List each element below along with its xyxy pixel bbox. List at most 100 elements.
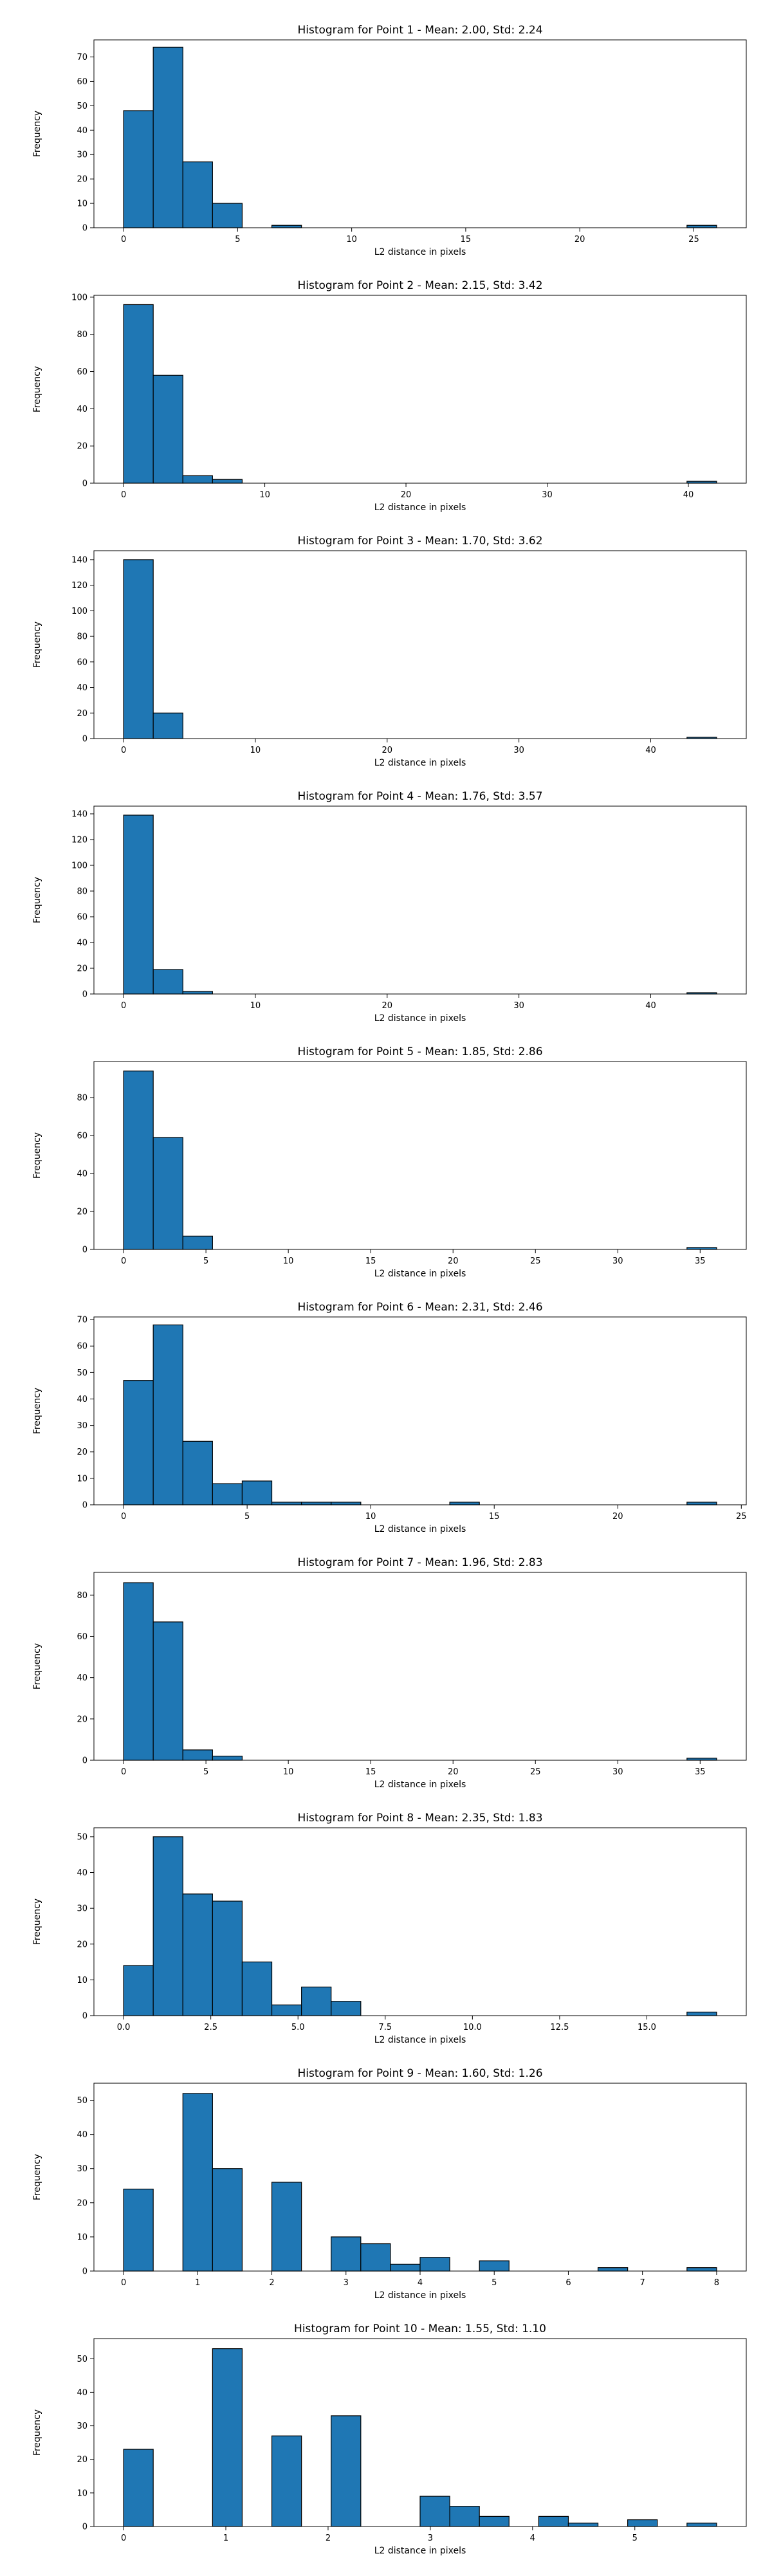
- y-tick-label: 0: [82, 224, 87, 234]
- x-tick-label: 10: [283, 1767, 294, 1777]
- axes-frame: [93, 1827, 747, 2016]
- y-tick-label: 120: [71, 581, 87, 591]
- chart-title: Histogram for Point 2 - Mean: 2.15, Std:…: [297, 279, 542, 292]
- y-tick-label: 30: [77, 1904, 87, 1914]
- y-axis-label: Frequency: [32, 1899, 42, 1945]
- x-tick-label: 35: [695, 1767, 706, 1777]
- histogram-bar: [152, 969, 183, 995]
- x-tick-label: 15: [461, 235, 472, 244]
- histogram-bar: [212, 1755, 243, 1761]
- x-axis-label: L2 distance in pixels: [374, 758, 466, 768]
- x-tick-label: 5: [235, 235, 240, 244]
- y-tick-label: 0: [82, 1501, 87, 1511]
- histogram-bar: [123, 559, 154, 739]
- histogram-bar: [212, 479, 243, 484]
- histogram-panel-4: Histogram for Point 4 - Mean: 1.76, Std:…: [32, 790, 747, 1024]
- x-axis-label: L2 distance in pixels: [374, 247, 466, 257]
- x-tick-label: 10: [283, 1256, 294, 1266]
- y-tick-label: 30: [77, 2164, 87, 2174]
- y-tick-label: 140: [71, 555, 87, 565]
- y-tick-label: 10: [77, 199, 87, 209]
- y-tick-label: 60: [77, 913, 87, 923]
- x-tick-label: 30: [612, 1256, 623, 1266]
- axes-frame: [93, 295, 747, 484]
- histogram-bar: [212, 1900, 243, 2016]
- histogram-bar: [567, 2523, 599, 2527]
- x-tick-label: 15: [365, 1767, 376, 1777]
- histogram-bar: [212, 1483, 243, 1505]
- x-tick-label: 0: [121, 1256, 126, 1266]
- x-tick-label: 5: [203, 1767, 208, 1777]
- y-tick-label: 50: [77, 1832, 87, 1842]
- axes-frame: [93, 2338, 747, 2527]
- y-tick-label: 0: [82, 990, 87, 1000]
- y-tick-label: 20: [77, 1208, 87, 1217]
- y-tick-label: 0: [82, 479, 87, 489]
- y-tick-label: 50: [77, 102, 87, 111]
- y-tick-label: 60: [77, 1342, 87, 1352]
- x-tick-label: 10: [250, 746, 261, 755]
- y-axis-label: Frequency: [32, 621, 42, 668]
- y-tick-label: 100: [71, 293, 87, 302]
- x-tick-label: 10.0: [463, 2023, 482, 2032]
- axes-frame: [93, 550, 747, 739]
- histogram-panel-6: Histogram for Point 6 - Mean: 2.31, Std:…: [32, 1301, 747, 1534]
- y-tick-label: 20: [77, 1940, 87, 1949]
- y-tick-label: 20: [77, 175, 87, 185]
- x-tick-label: 25: [530, 1256, 541, 1266]
- y-tick-label: 30: [77, 151, 87, 160]
- x-tick-label: 20: [574, 235, 585, 244]
- histogram-bar: [152, 46, 183, 228]
- chart-title: Histogram for Point 5 - Mean: 1.85, Std:…: [297, 1045, 542, 1058]
- histogram-bar: [686, 2011, 717, 2016]
- x-tick-label: 4: [418, 2278, 423, 2288]
- histogram-bar: [152, 1621, 183, 1761]
- histogram-panel-3: Histogram for Point 3 - Mean: 1.70, Std:…: [32, 535, 747, 768]
- histogram-bar: [152, 1137, 183, 1250]
- x-tick-label: 30: [513, 1001, 524, 1011]
- histogram-bar: [271, 2004, 302, 2016]
- histogram-bar: [686, 1502, 717, 1505]
- y-tick-label: 40: [77, 1673, 87, 1683]
- x-tick-label: 35: [695, 1256, 706, 1266]
- x-tick-label: 25: [688, 235, 699, 244]
- histogram-bar: [123, 304, 154, 484]
- chart-title: Histogram for Point 3 - Mean: 1.70, Std:…: [297, 535, 542, 547]
- histogram-panel-10: Histogram for Point 10 - Mean: 1.55, Std…: [32, 2323, 747, 2556]
- histogram-bar: [271, 1502, 302, 1505]
- x-tick-label: 20: [401, 490, 412, 500]
- histogram-bar: [123, 1380, 154, 1505]
- histogram-bar: [419, 2496, 450, 2527]
- y-tick-label: 40: [77, 2388, 87, 2398]
- histogram-bar: [360, 2243, 391, 2272]
- histogram-bar: [686, 2523, 717, 2527]
- histogram-bar: [271, 2435, 302, 2527]
- histogram-panel-1: Histogram for Point 1 - Mean: 2.00, Std:…: [32, 24, 747, 257]
- axes-frame: [93, 805, 747, 995]
- y-tick-label: 10: [77, 1976, 87, 1985]
- histogram-bar: [123, 1582, 154, 1761]
- chart-title: Histogram for Point 6 - Mean: 2.31, Std:…: [297, 1301, 542, 1314]
- x-tick-label: 5: [492, 2278, 497, 2288]
- x-tick-label: 2.5: [204, 2023, 217, 2032]
- x-tick-label: 0: [121, 490, 126, 500]
- y-tick-label: 50: [77, 1368, 87, 1378]
- y-tick-label: 120: [71, 836, 87, 845]
- axes-frame: [93, 1316, 747, 1505]
- y-tick-label: 0: [82, 1756, 87, 1766]
- x-axis-label: L2 distance in pixels: [374, 2546, 466, 2556]
- x-axis-label: L2 distance in pixels: [374, 1780, 466, 1790]
- histogram-bar: [301, 1986, 332, 2016]
- y-tick-label: 40: [77, 1170, 87, 1179]
- histogram-bar: [597, 2267, 629, 2272]
- y-axis-label: Frequency: [32, 111, 42, 157]
- x-axis-label: L2 distance in pixels: [374, 1013, 466, 1024]
- x-axis-label: L2 distance in pixels: [374, 1269, 466, 1279]
- y-tick-label: 20: [77, 442, 87, 452]
- x-tick-label: 7: [640, 2278, 645, 2288]
- histogram-bar: [301, 1502, 332, 1505]
- histogram-bar: [271, 225, 302, 228]
- x-tick-label: 0: [121, 235, 126, 244]
- y-tick-label: 80: [77, 1094, 87, 1103]
- chart-title: Histogram for Point 4 - Mean: 1.76, Std:…: [297, 790, 542, 803]
